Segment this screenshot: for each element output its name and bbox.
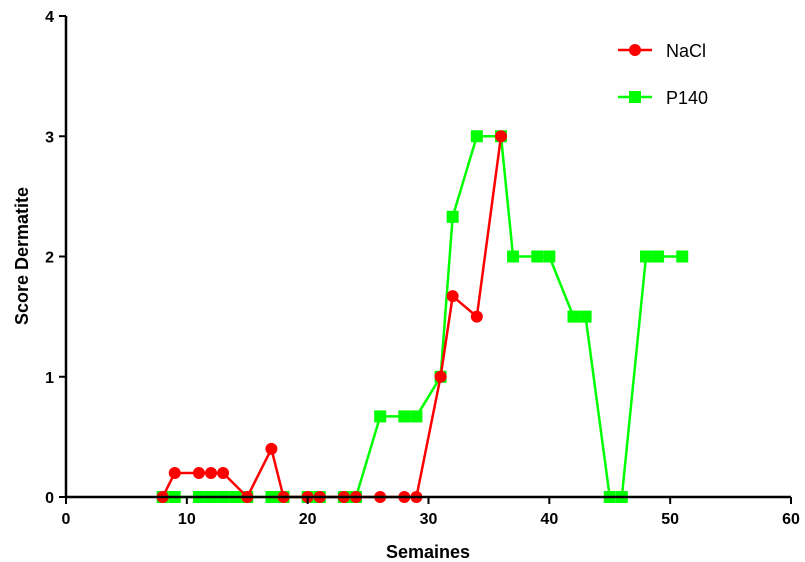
x-tick-label: 50 — [661, 511, 679, 528]
x-axis-ticks: 0 10 20 30 40 50 60 — [62, 497, 800, 528]
data-point — [446, 290, 459, 303]
data-point — [579, 310, 592, 323]
x-tick-label: 20 — [299, 511, 317, 528]
data-point — [446, 210, 459, 223]
data-point — [543, 250, 556, 263]
legend-swatch-marker — [629, 44, 641, 56]
x-tick-label: 60 — [782, 511, 800, 528]
data-point — [495, 130, 507, 143]
data-point — [217, 466, 230, 479]
data-point — [192, 466, 205, 479]
y-tick-label: 0 — [45, 490, 54, 507]
data-point — [640, 250, 652, 263]
data-point — [567, 310, 580, 323]
y-axis-title: Score Dermatite — [12, 187, 32, 325]
data-point — [398, 410, 411, 423]
x-tick-label: 30 — [420, 511, 438, 528]
y-tick-label: 2 — [45, 250, 54, 267]
legend-label-p140: P140 — [666, 88, 708, 108]
data-point — [265, 442, 278, 455]
series-line — [161, 136, 503, 499]
data-point — [168, 466, 181, 479]
legend: NaCl P140 — [618, 41, 708, 108]
y-axis-ticks: 0 1 2 3 4 — [45, 9, 66, 507]
data-point — [470, 310, 483, 323]
legend-swatch-marker — [629, 91, 641, 103]
x-tick-label: 40 — [540, 511, 558, 528]
data-point — [652, 250, 665, 263]
data-point — [374, 410, 387, 423]
y-tick-label: 3 — [45, 129, 54, 146]
series-line — [162, 135, 683, 499]
data-point — [434, 370, 447, 383]
legend-label-nacl: NaCl — [666, 41, 706, 61]
x-tick-label: 10 — [178, 511, 196, 528]
legend-entry-p140: P140 — [618, 88, 708, 108]
data-point — [205, 466, 217, 479]
data-point — [470, 130, 483, 143]
x-axis-title: Semaines — [386, 542, 470, 562]
legend-entry-nacl: NaCl — [618, 41, 706, 61]
data-point — [531, 250, 544, 263]
data-point — [410, 410, 423, 423]
series-nacl — [156, 130, 507, 503]
series-p140 — [156, 130, 689, 503]
y-tick-label: 4 — [45, 9, 54, 26]
data-point — [676, 250, 689, 263]
data-point — [507, 250, 520, 263]
y-tick-label: 1 — [45, 370, 54, 387]
x-tick-label: 0 — [62, 511, 71, 528]
series-layer — [156, 130, 689, 503]
